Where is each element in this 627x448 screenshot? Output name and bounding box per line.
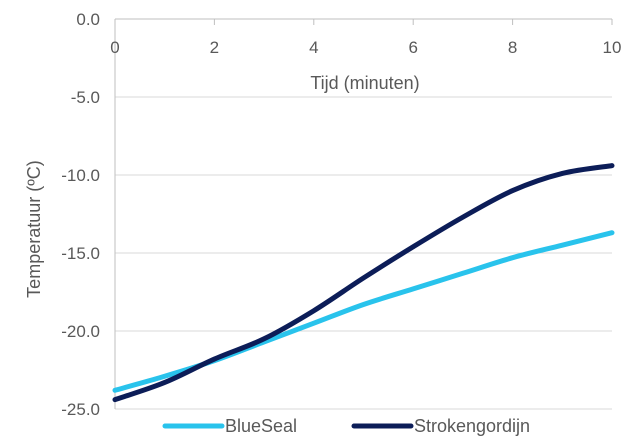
y-tick-label: -5.0 (71, 88, 100, 107)
axis-labels: Tijd (minuten) Temperatuur (ºC) (24, 73, 420, 298)
data-series (112, 163, 615, 403)
y-tick-label: -20.0 (61, 322, 100, 341)
y-axis-title: Temperatuur (ºC) (24, 160, 44, 298)
legend-label-blueseal: BlueSeal (225, 416, 297, 436)
x-tick-label: 8 (508, 38, 517, 57)
y-tick-label: -15.0 (61, 244, 100, 263)
x-tick-label: 10 (603, 38, 622, 57)
x-tick-label: 4 (309, 38, 318, 57)
series-line-strokengordijn (112, 163, 615, 403)
x-tick-label: 6 (408, 38, 417, 57)
x-tick-label: 0 (110, 38, 119, 57)
axes: 0.0 -5.0 -10.0 -15.0 -20.0 -25.0 0 2 4 6 8 10 (61, 10, 621, 419)
x-axis-title: Tijd (minuten) (310, 73, 419, 93)
y-tick-label: 0.0 (76, 10, 100, 29)
series-line-blueseal (112, 230, 615, 393)
y-tick-label: -25.0 (61, 400, 100, 419)
x-tick-label: 2 (210, 38, 219, 57)
legend-label-strokengordijn: Strokengordijn (414, 416, 530, 436)
legend: BlueSeal Strokengordijn (162, 416, 530, 436)
y-tick-label: -10.0 (61, 166, 100, 185)
